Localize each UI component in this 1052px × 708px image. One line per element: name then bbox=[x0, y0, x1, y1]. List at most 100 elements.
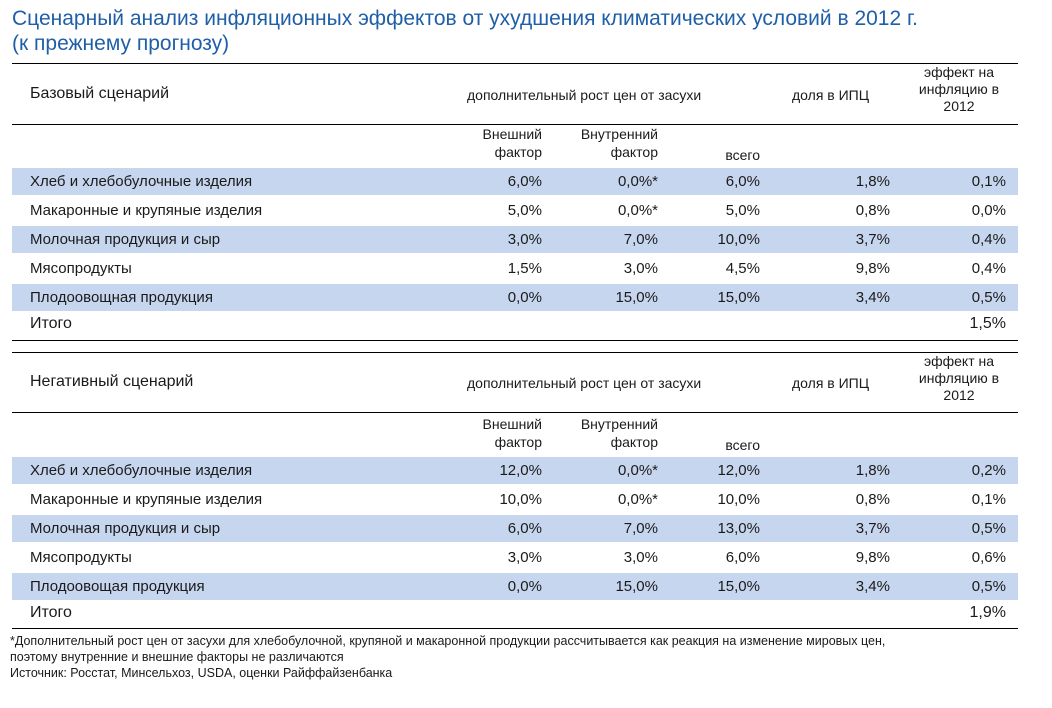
row-name: Хлеб и хлебобулочные изделия bbox=[30, 173, 253, 190]
cell-effect: 0,4% bbox=[971, 231, 1006, 248]
cell-external: 6,0% bbox=[507, 173, 542, 190]
scenario-label: Базовый сценарий bbox=[30, 85, 170, 102]
row-name: Плодоовощая продукция bbox=[30, 578, 205, 595]
cell-effect: 0,6% bbox=[971, 549, 1006, 566]
cell-share: 3,4% bbox=[855, 289, 890, 306]
table-row: Макаронные и крупяные изделия 10,0% 0,0%… bbox=[12, 486, 1018, 513]
effect-line-2: инфляцию в bbox=[918, 81, 1000, 97]
cell-external: 12,0% bbox=[499, 462, 542, 479]
effect-line-1: эффект на bbox=[923, 64, 995, 80]
row-name: Макаронные и крупяные изделия bbox=[30, 202, 263, 219]
row-name: Макаронные и крупяные изделия bbox=[30, 491, 263, 508]
table-row: Хлеб и хлебобулочные изделия 6,0% 0,0%* … bbox=[12, 168, 1018, 195]
cell-internal: 0,0%* bbox=[617, 173, 658, 190]
row-name: Хлеб и хлебобулочные изделия bbox=[30, 462, 253, 479]
column-header-share: доля в ИПЦ bbox=[792, 87, 870, 103]
external-line-2: фактор bbox=[494, 144, 542, 160]
column-header-share: доля в ИПЦ bbox=[792, 375, 870, 391]
title-line-1: Сценарный анализ инфляционных эффектов о… bbox=[12, 7, 918, 30]
row-name: Молочная продукция и сыр bbox=[30, 231, 221, 248]
column-header-internal: Внутренний фактор bbox=[558, 125, 658, 161]
column-header-total: всего bbox=[725, 437, 760, 453]
cell-internal: 7,0% bbox=[623, 520, 658, 537]
effect-line-1: эффект на bbox=[923, 353, 995, 369]
cell-effect: 0,5% bbox=[971, 520, 1006, 537]
scenario-label: Негативный сценарий bbox=[30, 373, 194, 390]
cell-share: 9,8% bbox=[855, 549, 890, 566]
footnote-line-2: поэтому внутренние и внешние факторы не … bbox=[10, 650, 344, 664]
internal-line-1: Внутренний bbox=[580, 416, 658, 432]
cell-share: 1,8% bbox=[855, 462, 890, 479]
cell-total: 15,0% bbox=[717, 578, 760, 595]
column-header-external: Внешний фактор bbox=[452, 125, 542, 161]
table-row: Макаронные и крупяные изделия 5,0% 0,0%*… bbox=[12, 197, 1018, 224]
table-row: Плодоовощная продукция 0,0% 15,0% 15,0% … bbox=[12, 284, 1018, 311]
cell-external: 10,0% bbox=[499, 491, 542, 508]
cell-share: 0,8% bbox=[855, 202, 890, 219]
external-line-2: фактор bbox=[494, 434, 542, 450]
cell-internal: 3,0% bbox=[623, 549, 658, 566]
column-header-growth: дополнительный рост цен от засухи bbox=[467, 87, 702, 103]
cell-external: 1,5% bbox=[507, 260, 542, 277]
cell-internal: 0,0%* bbox=[617, 462, 658, 479]
divider bbox=[12, 628, 1018, 629]
effect-line-2: инфляцию в bbox=[918, 370, 1000, 386]
base-scenario-table: Базовый сценарий дополнительный рост цен… bbox=[12, 63, 1018, 343]
column-header-total: всего bbox=[725, 147, 760, 163]
total-label: Итого bbox=[30, 604, 72, 621]
cell-total: 6,0% bbox=[725, 173, 760, 190]
cell-total: 10,0% bbox=[717, 231, 760, 248]
cell-share: 3,7% bbox=[855, 520, 890, 537]
row-name: Плодоовощная продукция bbox=[30, 289, 213, 306]
cell-total: 13,0% bbox=[717, 520, 760, 537]
cell-external: 3,0% bbox=[507, 231, 542, 248]
cell-internal: 15,0% bbox=[615, 578, 658, 595]
table-row: Мясопродукты 3,0% 3,0% 6,0% 9,8% 0,6% bbox=[12, 544, 1018, 571]
cell-total: 10,0% bbox=[717, 491, 760, 508]
cell-effect: 0,5% bbox=[971, 578, 1006, 595]
total-label: Итого bbox=[30, 315, 72, 332]
table-row: Молочная продукция и сыр 6,0% 7,0% 13,0%… bbox=[12, 515, 1018, 542]
column-header-effect: эффект на инфляцию в 2012 bbox=[904, 353, 1014, 404]
source-note: Источник: Росстат, Минсельхоз, USDA, оце… bbox=[10, 666, 393, 680]
cell-share: 9,8% bbox=[855, 260, 890, 277]
table-row: Плодоовощая продукция 0,0% 15,0% 15,0% 3… bbox=[12, 573, 1018, 600]
external-line-1: Внешний bbox=[482, 126, 542, 142]
total-value: 1,9% bbox=[969, 604, 1006, 621]
internal-line-2: фактор bbox=[610, 434, 658, 450]
column-header-effect: эффект на инфляцию в 2012 bbox=[904, 64, 1014, 115]
cell-effect: 0,1% bbox=[971, 491, 1006, 508]
column-header-internal: Внутренний фактор bbox=[558, 415, 658, 451]
cell-total: 12,0% bbox=[717, 462, 760, 479]
footnote-line-1: *Дополнительный рост цен от засухи для х… bbox=[10, 634, 886, 648]
negative-scenario-table: Негативный сценарий дополнительный рост … bbox=[12, 352, 1018, 632]
column-header-external: Внешний фактор bbox=[452, 415, 542, 451]
cell-internal: 15,0% bbox=[615, 289, 658, 306]
page-title: Сценарный анализ инфляционных эффектов о… bbox=[12, 6, 1042, 56]
row-name: Мясопродукты bbox=[30, 549, 132, 566]
cell-total: 15,0% bbox=[717, 289, 760, 306]
cell-external: 3,0% bbox=[507, 549, 542, 566]
cell-share: 3,4% bbox=[855, 578, 890, 595]
internal-line-1: Внутренний bbox=[580, 126, 658, 142]
cell-share: 1,8% bbox=[855, 173, 890, 190]
total-value: 1,5% bbox=[969, 315, 1006, 332]
cell-effect: 0,1% bbox=[971, 173, 1006, 190]
footnote: *Дополнительный рост цен от засухи для х… bbox=[10, 633, 885, 681]
cell-external: 6,0% bbox=[507, 520, 542, 537]
cell-effect: 0,5% bbox=[971, 289, 1006, 306]
table-row: Хлеб и хлебобулочные изделия 12,0% 0,0%*… bbox=[12, 457, 1018, 484]
title-line-2: (к прежнему прогнозу) bbox=[12, 32, 230, 55]
cell-total: 6,0% bbox=[725, 549, 760, 566]
cell-share: 0,8% bbox=[855, 491, 890, 508]
cell-external: 0,0% bbox=[507, 578, 542, 595]
cell-internal: 7,0% bbox=[623, 231, 658, 248]
external-line-1: Внешний bbox=[482, 416, 542, 432]
cell-internal: 3,0% bbox=[623, 260, 658, 277]
cell-effect: 0,4% bbox=[971, 260, 1006, 277]
internal-line-2: фактор bbox=[610, 144, 658, 160]
divider bbox=[12, 124, 1018, 125]
cell-external: 5,0% bbox=[507, 202, 542, 219]
cell-effect: 0,2% bbox=[971, 462, 1006, 479]
cell-total: 4,5% bbox=[725, 260, 760, 277]
